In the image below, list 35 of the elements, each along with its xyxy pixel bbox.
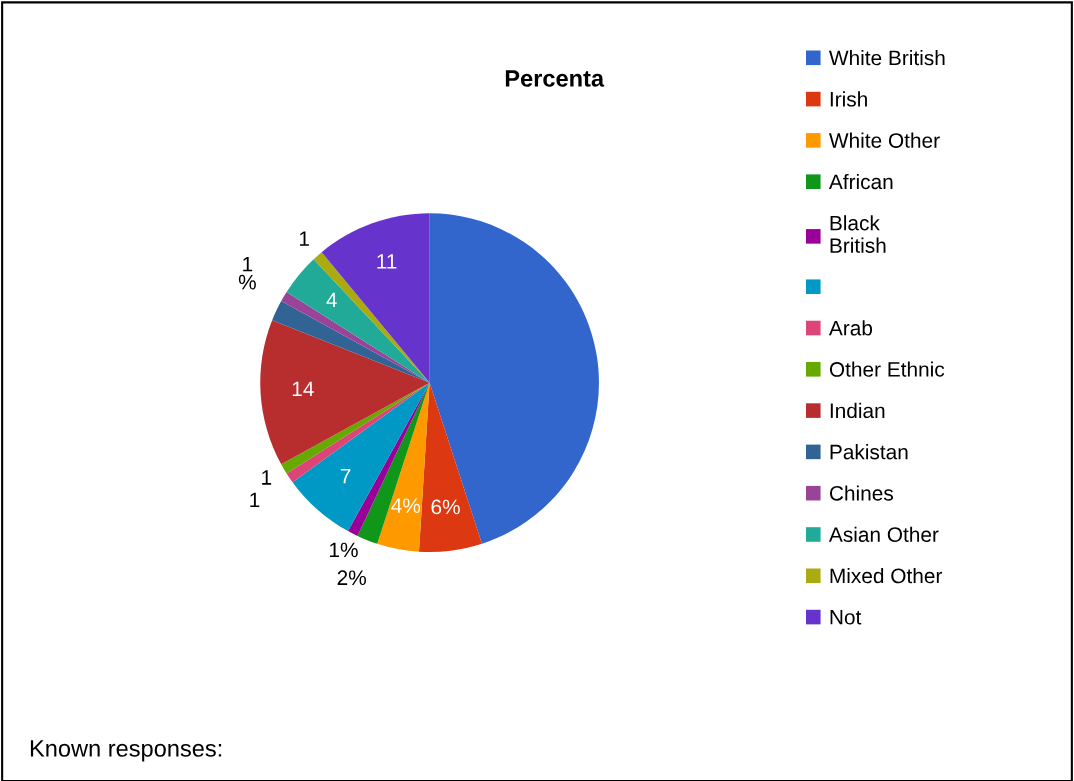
legend-label: Other Ethnic <box>829 361 945 377</box>
data-label: 1 <box>262 470 272 485</box>
data-label: 14 <box>292 381 314 397</box>
pie-slice <box>281 291 430 383</box>
data-label: 4 <box>326 292 337 308</box>
text: Known responses: <box>30 740 222 762</box>
pie-slice <box>429 213 599 544</box>
data-label: 1 <box>299 231 309 246</box>
legend-label: Pakistan <box>830 444 908 460</box>
legend-label: Mixed Other <box>830 567 943 584</box>
data-label: 1 <box>250 492 260 508</box>
data-label: 1 % <box>238 257 256 290</box>
pie-slice <box>292 382 430 532</box>
pie-slice <box>313 252 430 383</box>
pie-slice <box>260 320 430 465</box>
text: Percenta <box>505 70 605 87</box>
legend-label: White Other <box>829 132 940 148</box>
data-label: 7 <box>340 469 351 484</box>
data-label: 4% <box>391 498 421 513</box>
pie-slice <box>377 382 430 552</box>
legend-label: White British <box>829 49 945 66</box>
legend-label: African <box>828 173 893 190</box>
legend-label: Indian <box>830 402 885 419</box>
legend-label: Arab <box>828 320 873 336</box>
data-label: 1% <box>330 542 358 558</box>
data-label: 2% <box>337 570 366 586</box>
legend-label: Chines <box>829 485 894 501</box>
legend-label: Black British <box>830 215 886 253</box>
legend-label: Not <box>830 610 862 625</box>
legend-label: Irish <box>830 91 867 107</box>
pie-slice <box>418 382 482 553</box>
data-label: 6% <box>431 499 460 515</box>
legend-label: Asian Other <box>828 526 939 542</box>
pie-slice <box>321 213 430 383</box>
data-label: 11 <box>377 254 397 269</box>
